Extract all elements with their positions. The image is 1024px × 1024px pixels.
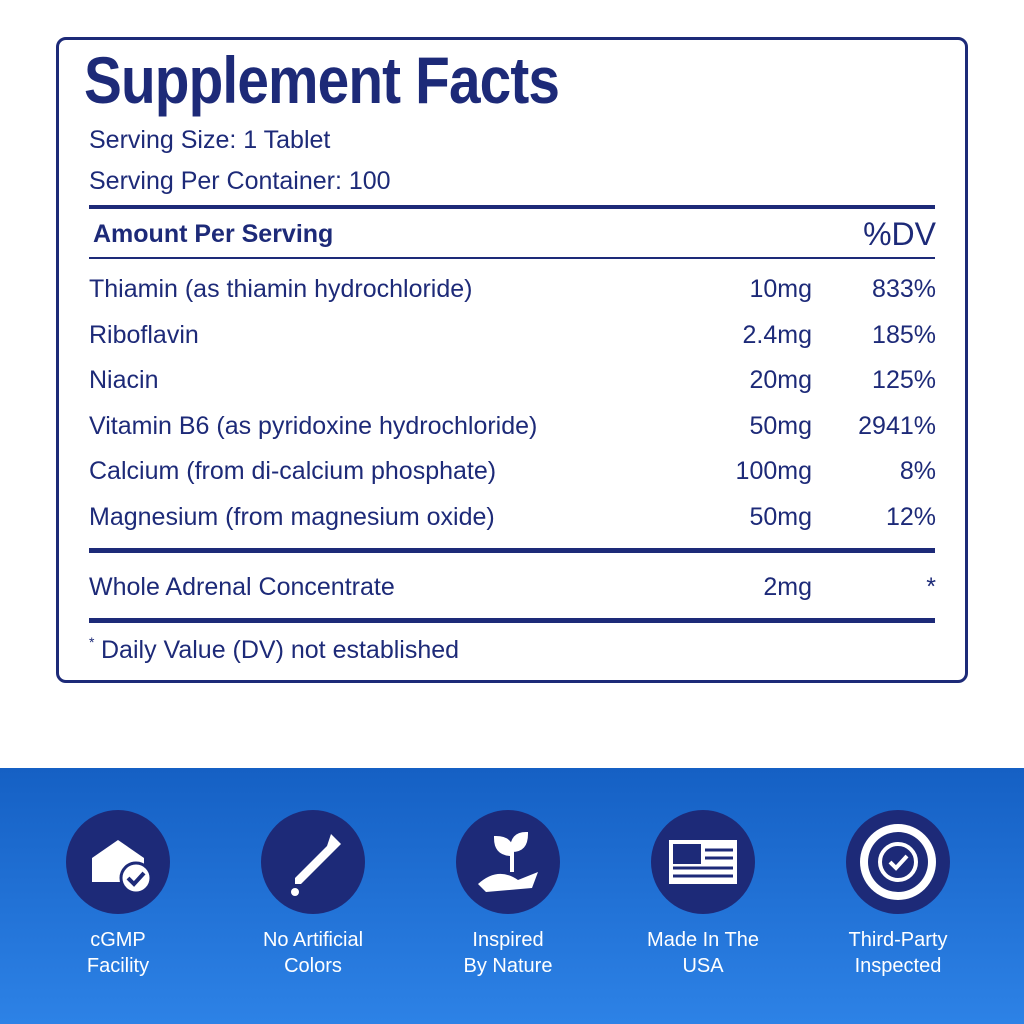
- rule: [89, 205, 935, 209]
- daily-value: 8%: [899, 457, 936, 486]
- daily-value: 185%: [872, 320, 936, 349]
- badge-label: cGMP: [90, 929, 146, 951]
- ingredient: Thiamin (as thiamin hydrochloride): [89, 275, 473, 303]
- facts-panel: [56, 37, 968, 683]
- daily-value: 833%: [872, 275, 936, 303]
- rule: [89, 618, 935, 623]
- daily-value: 2941%: [858, 411, 936, 440]
- badge-label: Inspired: [472, 929, 544, 951]
- ingredient: Magnesium (from magnesium oxide): [89, 503, 495, 531]
- badge-label: Third-Party: [848, 929, 948, 951]
- ingredient: Calcium (from di-calcium phosphate): [89, 457, 497, 486]
- servings-per-container: Serving Per Container: 100: [89, 167, 391, 195]
- badge-label: Made In The: [647, 929, 759, 951]
- badge-label: USA: [682, 955, 724, 977]
- badge: Made In The USA: [608, 810, 798, 1010]
- amount: 2mg: [763, 573, 812, 601]
- footnote-marker: *: [89, 634, 95, 650]
- badge: Third-Party Inspected: [803, 810, 993, 1010]
- amount: 50mg: [749, 503, 812, 531]
- badge-label: By Nature: [463, 955, 553, 977]
- footnote: Daily Value (DV) not established: [101, 636, 460, 664]
- badge-label: Facility: [86, 955, 150, 977]
- title: Supplement Facts: [84, 43, 560, 117]
- rule: [89, 257, 935, 259]
- amount: 100mg: [735, 457, 812, 486]
- daily-value: 12%: [885, 503, 936, 531]
- badge-icon: [66, 810, 170, 914]
- amount: 20mg: [749, 366, 812, 395]
- badge: No Artificial Colors: [218, 810, 408, 1010]
- column-header: Amount Per Serving: [93, 220, 334, 248]
- badge-icon: [261, 810, 365, 914]
- badge-icon: [456, 810, 560, 914]
- badge-label: No Artificial: [262, 929, 364, 951]
- column-header: %DV: [863, 216, 936, 252]
- badge: cGMP Facility: [23, 810, 213, 1010]
- amount: 10mg: [749, 275, 812, 303]
- badge: Inspired By Nature: [413, 810, 603, 1010]
- ingredient: Vitamin B6 (as pyridoxine hydrochloride): [89, 411, 538, 440]
- rule: [89, 548, 935, 553]
- badge-label: Colors: [284, 955, 342, 977]
- badge-icon: [846, 810, 950, 914]
- amount: 2.4mg: [742, 320, 812, 349]
- badge-icon: [651, 810, 755, 914]
- serving-size: Serving Size: 1 Tablet: [89, 126, 331, 154]
- daily-value: 125%: [872, 366, 936, 395]
- badge-label: Inspected: [854, 955, 942, 977]
- ingredient: Whole Adrenal Concentrate: [89, 573, 395, 601]
- ingredient: Niacin: [89, 366, 159, 395]
- ingredient: Riboflavin: [89, 320, 199, 349]
- amount: 50mg: [749, 411, 812, 440]
- daily-value: *: [926, 573, 936, 601]
